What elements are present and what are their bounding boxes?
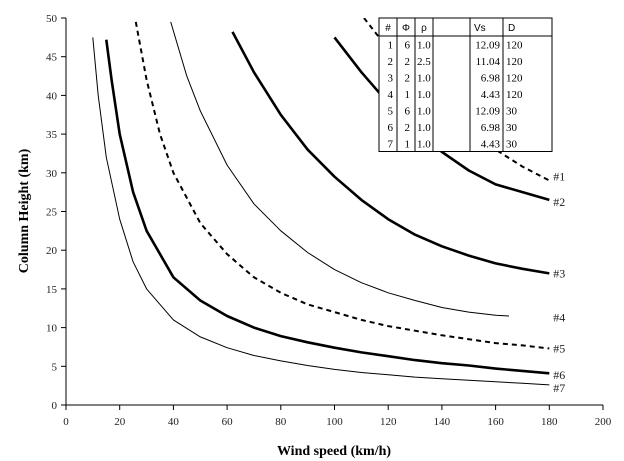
table-cell: 1.0 [417,89,431,101]
y-tick-label: 10 [46,323,58,335]
table-cell: 1.0 [417,73,431,85]
x-axis-title: Wind speed (km/h) [277,444,391,459]
series-line-4 [170,21,510,317]
x-tick-label: 0 [63,416,69,428]
table-cell: 120 [506,73,523,85]
table-cell: 1.0 [417,40,431,52]
y-tick-label: 50 [46,13,58,25]
x-tick-label: 140 [434,416,451,428]
y-tick-label: 40 [46,90,58,102]
table-cell: 6 [405,40,411,52]
line-label-2: #2 [553,195,565,209]
table-header-cell: Φ [402,23,410,34]
table-cell: 7 [388,139,394,151]
x-tick-label: 160 [487,416,504,428]
table-cell: 1.0 [417,106,431,118]
y-tick-label: 15 [46,284,58,296]
x-tick-label: 180 [541,416,558,428]
table-header-cell: Vs [474,23,486,34]
y-tick-label: 45 [46,52,58,64]
y-tick-label: 35 [46,129,58,141]
table-cell: 4.43 [481,139,501,151]
table-cell: 2 [405,56,411,68]
table-cell: 30 [506,139,518,151]
line-label-4: #4 [553,311,565,325]
line-label-1: #1 [553,170,565,184]
table-cell: 2 [405,73,411,85]
y-tick-label: 5 [52,361,58,373]
x-tick-label: 40 [168,416,180,428]
series-line-5 [134,21,550,350]
line-label-5: #5 [553,341,565,355]
series-line-7 [92,37,550,386]
series-line-3 [231,31,550,275]
table-header-cell: ρ [421,23,427,34]
line-label-6: #6 [553,368,565,382]
line-labels: #1 #2 #3 #4 #5 #6#7 [553,170,565,395]
table-cell: 11.04 [476,56,501,68]
table-cell: 1 [405,139,411,151]
y-tick-label: 0 [52,400,58,412]
table-header-cell: # [385,23,391,34]
table-cell: 120 [506,89,523,101]
y-tick-label: 25 [46,207,58,219]
table-cell: 3 [388,73,394,85]
table-cell: 6 [388,122,394,134]
y-tick-label: 20 [46,245,58,257]
line-label-7: #7 [553,381,565,395]
table-cell: 120 [506,56,523,68]
table-cell: 2.5 [417,56,431,68]
x-tick-label: 100 [326,416,343,428]
table-cell: 2 [405,122,411,134]
table-cell: 1.0 [417,139,431,151]
y-tick-label: 30 [46,168,58,180]
table-cell: 6.98 [481,73,501,85]
table-cell: 30 [506,122,518,134]
x-tick-label: 20 [114,416,126,428]
table-cell: 2 [388,56,394,68]
table-cell: 120 [506,40,523,52]
table-cell: 1.0 [417,122,431,134]
table-cell: 12.09 [475,106,500,118]
table-cell: 4 [388,89,394,101]
line-label-3: #3 [553,266,565,280]
table-box [378,17,553,152]
table-header-cell: D [508,23,515,34]
table-cell: 1 [405,89,411,101]
table-cell: 4.43 [481,89,501,101]
x-tick-label: 80 [275,416,287,428]
y-axis-title: Column Height (km) [17,148,32,273]
x-tick-label: 200 [595,416,612,428]
table-cell: 30 [506,106,518,118]
series-line-6 [105,39,550,375]
table-cell: 12.09 [475,40,500,52]
table-cell: 1 [388,40,394,52]
table-cell: 5 [388,106,394,118]
table-cell: 6.98 [481,122,501,134]
table-cell: 6 [405,106,411,118]
x-tick-label: 120 [380,416,397,428]
x-tick-label: 60 [222,416,234,428]
